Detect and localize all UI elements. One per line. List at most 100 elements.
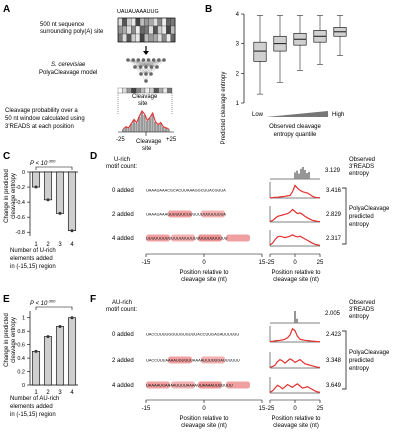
- f-sequences: 0 added UACCUUUUGGUUGUGUUUACCUUGAGAUUUUUU…: [112, 332, 342, 430]
- a-grid-cell: [170, 25, 176, 35]
- d-predicted-curve: [269, 234, 321, 246]
- c-chart-bar: [31, 171, 41, 188]
- c-chart-bar: [67, 171, 77, 232]
- c-chart-point: [34, 185, 38, 189]
- f-seq-tick-label: -15: [142, 406, 151, 412]
- e-chart-sig-bracket: [35, 306, 73, 310]
- a-strip-cell: [122, 87, 128, 94]
- e-xlabel-3: in (-15,15) region: [10, 412, 56, 418]
- a-hist-bar: [148, 118, 152, 132]
- a-strip-cell: [135, 87, 141, 94]
- e-xlabel-2: elements added: [10, 404, 53, 410]
- c-chart-ytick-label: -0.6: [16, 215, 25, 221]
- d-bracket: [342, 187, 347, 245]
- a-strip-cell: [126, 87, 132, 94]
- a-net-node: [138, 65, 143, 69]
- e-chart-ytick-label: 0.2: [17, 370, 25, 376]
- a-grid-cell: [126, 25, 132, 35]
- a-net-node: [139, 72, 143, 76]
- f-motif-highlight: [146, 381, 170, 389]
- a-hist-bar: [156, 125, 160, 132]
- d-motif-highlight: [146, 234, 170, 242]
- a-grid-cell: [139, 17, 145, 27]
- e-chart-xtick-label: 3: [58, 390, 62, 396]
- a-net-node: [133, 65, 137, 69]
- e-ylabel-2: cleavage entropy: [11, 317, 17, 363]
- d-observed-bar: [298, 173, 300, 179]
- f-observed-value: 2.005: [325, 311, 341, 317]
- d-row-label: 0 added: [112, 188, 134, 194]
- a-hist-bar: [124, 127, 128, 132]
- a-grid-cell: [157, 33, 163, 43]
- d-observed-bar: [302, 167, 304, 179]
- a-net-node: [155, 65, 159, 69]
- a-grid-cell: [144, 17, 149, 27]
- a-prob-label-2: 50 nt window calculated using: [5, 116, 85, 122]
- a-net-node: [162, 58, 166, 62]
- a-grid-cell: [139, 25, 145, 35]
- a-grid-cell: [161, 17, 167, 27]
- a-net-edge: [143, 59, 158, 68]
- a-grid-cell: [139, 33, 145, 43]
- a-net-node: [144, 72, 148, 76]
- b-axes: 4 3 2 1: [236, 12, 245, 107]
- panel-letter-a: A: [3, 4, 10, 15]
- panel-letter-e: E: [3, 294, 10, 305]
- c-xlabel-3: in (-15,15) region: [10, 264, 56, 270]
- a-net-edge: [145, 66, 158, 75]
- a-grid-cell: [126, 33, 132, 43]
- d-observed-label-2: 3'READS: [349, 164, 374, 170]
- d-plot-xlabel: Position relative to: [271, 270, 321, 276]
- f-motif-highlight: [198, 381, 222, 389]
- e-chart-xtick-label: 1: [34, 390, 38, 396]
- a-hist-bar: [154, 122, 157, 132]
- f-seq-xlabel: Position relative to: [179, 416, 229, 422]
- d-motif-label-2: motif count:: [106, 164, 137, 170]
- a-grid-cell: [131, 17, 136, 27]
- f-predicted-label-3: entropy: [349, 366, 369, 372]
- f-motif-highlight: [226, 381, 250, 389]
- a-neural-network-icon: [126, 58, 166, 83]
- f-motif-highlight: [201, 356, 225, 364]
- d-predicted-curve: [269, 208, 321, 223]
- d-plot-tick-label: 0: [293, 260, 297, 266]
- d-sequences: 0 added UAAAUAAACGCACUUAAAGGCUUACGUUA 3.41…: [112, 188, 342, 284]
- f-sequence: UACCUUUUGGUUGUGUUUACCUUGAGAUUUUUU: [146, 332, 239, 337]
- a-grid-cell: [148, 25, 154, 35]
- a-grid-cell: [144, 25, 149, 35]
- b-xlabel-2: entropy quantile: [274, 132, 317, 138]
- a-strip-cell: [167, 87, 173, 94]
- d-plot-tick-label: 25: [317, 260, 324, 266]
- d-observed-bar: [304, 170, 306, 179]
- d-row-label: 2 added: [112, 212, 134, 218]
- d-motif-highlight: [198, 234, 222, 242]
- a-grid-cell: [135, 33, 141, 43]
- c-chart-ytick-label: 0: [22, 170, 25, 176]
- d-motif-highlight: [171, 234, 195, 242]
- f-observed-bar: [294, 311, 296, 323]
- c-chart-point: [70, 229, 74, 233]
- f-observed-label-1: Observed: [349, 300, 375, 306]
- b-ytick-label: 4: [236, 12, 240, 18]
- a-hist-bar: [146, 121, 149, 132]
- b-low-label: Low: [252, 112, 264, 118]
- a-arrow-head-icon: [143, 51, 149, 55]
- f-predicted-value: 3.649: [326, 383, 342, 389]
- a-tick-minus: -25: [116, 137, 125, 143]
- a-strip-cell: [149, 87, 155, 94]
- a-grid-cell: [148, 33, 154, 43]
- e-xlabel-1: Number of AU-rich: [10, 396, 59, 402]
- f-sequence: UACCUUUAAAAUGUUUUAAAAUUUUUGAUUUUUU: [146, 358, 240, 363]
- a-grid-cell: [161, 33, 167, 43]
- f-predicted-label-2: predicted: [349, 358, 374, 364]
- a-model-label-2: PolyaCleavage model: [39, 70, 97, 76]
- c-chart-point: [46, 198, 50, 202]
- c-chart-ytick-label: -0.4: [16, 200, 25, 206]
- f-predicted-curve: [269, 383, 321, 393]
- f-observed-bar: [296, 318, 298, 323]
- a-net-edge: [145, 59, 165, 68]
- d-plot-xlabel: cleavage site (nt): [273, 277, 319, 283]
- d-observed-bar: [296, 170, 298, 179]
- a-net-edge: [134, 59, 149, 68]
